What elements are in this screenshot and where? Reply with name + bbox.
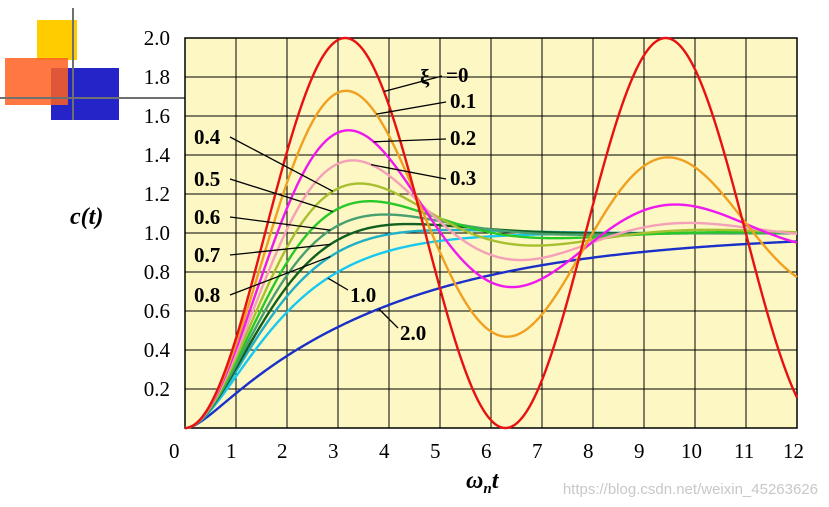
y-tick-label: 0.6 bbox=[144, 299, 170, 323]
curve-label: 0.6 bbox=[194, 205, 220, 229]
leader-line bbox=[373, 138, 447, 143]
x-tick-label: 8 bbox=[583, 439, 594, 463]
curve-label: 0.5 bbox=[194, 167, 220, 191]
leader-line bbox=[378, 308, 399, 329]
x-tick-label: 1 bbox=[226, 439, 237, 463]
curve-label: =0 bbox=[446, 63, 468, 87]
series-line-0.1 bbox=[184, 89, 798, 430]
curve-label: 0.3 bbox=[450, 166, 476, 190]
series-line-0.2 bbox=[184, 129, 798, 430]
x-tick-labels: 0 1 2 3 4 5 6 7 8 9 10 11 12 bbox=[169, 439, 804, 463]
series-line-0 bbox=[184, 36, 799, 430]
x-tick-label: 0 bbox=[169, 439, 180, 463]
x-tick-label: 4 bbox=[379, 439, 390, 463]
curve-label: 2.0 bbox=[400, 321, 426, 345]
leader-line bbox=[229, 178, 334, 213]
y-tick-label: 2.0 bbox=[144, 26, 170, 50]
x-tick-label: 7 bbox=[532, 439, 543, 463]
leader-line bbox=[229, 255, 331, 296]
series-line-0.3 bbox=[184, 159, 798, 430]
curve-label: 0.8 bbox=[194, 283, 220, 307]
y-tick-label: 0.2 bbox=[144, 377, 170, 401]
leader-line bbox=[376, 101, 447, 115]
leader-line bbox=[327, 277, 349, 291]
curve-label: 1.0 bbox=[350, 283, 376, 307]
y-tick-label: 1.6 bbox=[144, 104, 170, 128]
y-tick-labels: 0.2 0.4 0.6 0.8 1.0 1.2 1.4 1.6 1.8 2.0 bbox=[144, 26, 171, 401]
curve-label: 0.4 bbox=[194, 125, 221, 149]
leader-line bbox=[229, 243, 331, 256]
leader-line bbox=[229, 216, 331, 231]
series-line-0.5 bbox=[184, 200, 798, 430]
curve-label: 0.1 bbox=[450, 89, 476, 113]
x-tick-label: 3 bbox=[328, 439, 339, 463]
x-axis-label: ωnt bbox=[466, 468, 500, 497]
curve-label: 0.2 bbox=[450, 126, 476, 150]
x-tick-label: 2 bbox=[277, 439, 288, 463]
x-tick-label: 10 bbox=[681, 439, 702, 463]
x-tick-label: 9 bbox=[634, 439, 645, 463]
leader-line bbox=[371, 164, 447, 180]
leader-line bbox=[229, 136, 334, 192]
y-tick-label: 1.0 bbox=[144, 221, 170, 245]
curve-label-xi: ξ bbox=[420, 65, 430, 89]
corner-decoration bbox=[0, 8, 185, 120]
y-tick-label: 1.2 bbox=[144, 182, 170, 206]
x-tick-label: 12 bbox=[783, 439, 804, 463]
y-tick-label: 1.8 bbox=[144, 65, 170, 89]
series-line-2.0 bbox=[184, 240, 798, 430]
y-tick-label: 0.8 bbox=[144, 260, 170, 284]
watermark: https://blog.csdn.net/weixin_45263626 bbox=[563, 481, 818, 498]
curves bbox=[184, 36, 799, 430]
x-tick-label: 11 bbox=[734, 439, 754, 463]
curve-label: 0.7 bbox=[194, 243, 220, 267]
leader-line bbox=[383, 75, 443, 93]
x-tick-label: 6 bbox=[481, 439, 492, 463]
y-tick-label: 1.4 bbox=[144, 143, 171, 167]
curve-labels: ξ =00.1 0.2 0.3 0.4 0.5 0.6 0.7 0.8 1.0 2.0 bbox=[194, 63, 476, 345]
y-axis-label: c(t) bbox=[70, 204, 103, 230]
label-leaders bbox=[229, 75, 447, 329]
x-tick-label: 5 bbox=[430, 439, 441, 463]
y-tick-label: 0.4 bbox=[144, 338, 171, 362]
decor-yellow-square bbox=[37, 20, 77, 60]
series-line-0.4 bbox=[184, 182, 798, 430]
